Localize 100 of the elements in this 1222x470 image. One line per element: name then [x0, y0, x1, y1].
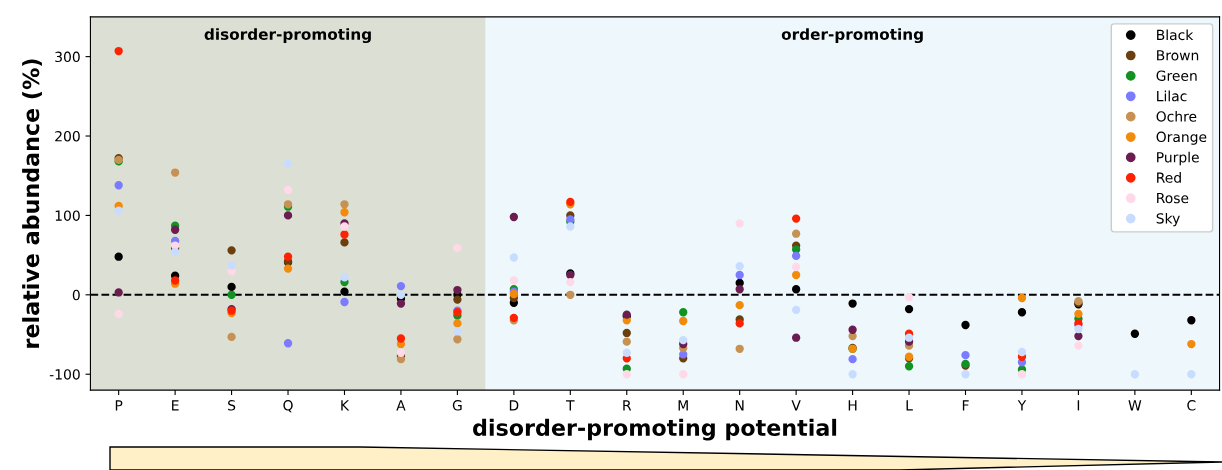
point: [735, 219, 744, 228]
point: [283, 159, 293, 168]
point: [283, 339, 293, 348]
point: [453, 285, 462, 295]
x-tick-label: V: [791, 400, 801, 411]
x-tick-label: I: [1077, 400, 1080, 411]
point: [904, 304, 914, 314]
point: [340, 208, 349, 217]
point: [791, 270, 801, 280]
legend-label: Black: [1157, 29, 1194, 41]
point: [848, 354, 857, 364]
point: [791, 305, 801, 315]
point: [848, 299, 857, 308]
point: [566, 290, 575, 299]
point: [114, 181, 123, 190]
point: [509, 212, 519, 222]
point: [622, 328, 631, 338]
x-tick-label: Q: [283, 400, 293, 413]
point: [848, 325, 857, 334]
legend-label: Green: [1156, 70, 1197, 81]
point: [961, 351, 970, 360]
point: [679, 370, 688, 379]
x-tick-label: F: [962, 400, 969, 411]
x-tick-label: C: [1187, 400, 1196, 411]
point: [1017, 293, 1027, 303]
y-tick-label: 0: [72, 289, 80, 301]
point: [396, 348, 406, 357]
x-tick-label: L: [906, 400, 913, 411]
band-label: order-promoting: [781, 28, 923, 44]
point: [1187, 339, 1196, 349]
point: [735, 319, 744, 328]
point: [396, 290, 406, 299]
point: [566, 222, 575, 231]
point: [283, 211, 293, 220]
point: [961, 320, 970, 330]
point: [396, 299, 406, 308]
point: [1074, 341, 1083, 350]
point: [1187, 316, 1196, 325]
point: [904, 362, 914, 371]
point: [735, 344, 744, 353]
point: [961, 370, 970, 379]
point: [453, 319, 462, 328]
x-tick-label: S: [228, 400, 236, 411]
point: [283, 185, 293, 195]
point: [679, 316, 688, 326]
x-tick-label: W: [1128, 400, 1142, 411]
point: [1074, 309, 1083, 319]
point: [227, 261, 236, 270]
legend-label: Purple: [1157, 151, 1199, 166]
x-tick-label: N: [735, 400, 744, 411]
point: [170, 168, 180, 177]
point: [170, 225, 180, 234]
x-tick-label: K: [341, 400, 350, 411]
point: [848, 370, 857, 379]
point: [396, 281, 406, 291]
band-label: disorder-promoting: [204, 28, 371, 44]
legend-label: Orange: [1156, 131, 1207, 145]
point: [1130, 370, 1140, 379]
x-tick-label: P: [115, 400, 123, 411]
point: [283, 252, 293, 261]
point: [340, 230, 349, 239]
legend-label: Red: [1157, 172, 1181, 183]
point: [283, 264, 293, 273]
point: [735, 270, 744, 280]
point: [340, 238, 349, 247]
point: [622, 370, 631, 379]
point: [114, 288, 123, 297]
point: [791, 229, 801, 238]
legend-label: Sky: [1156, 212, 1180, 227]
point: [791, 285, 801, 294]
point: [566, 277, 575, 287]
point: [114, 309, 123, 319]
point: [679, 308, 688, 317]
legend-label: Ochre: [1156, 110, 1197, 122]
point: [904, 293, 914, 302]
point: [340, 287, 349, 296]
legend-label: Rose: [1157, 192, 1189, 204]
point: [227, 332, 236, 342]
point: [453, 243, 462, 253]
point: [509, 253, 519, 262]
point: [1017, 370, 1027, 379]
x-tick-label: R: [623, 400, 632, 411]
point: [622, 348, 631, 357]
point: [509, 276, 519, 285]
y-tick-label: 100: [55, 210, 80, 221]
point: [114, 46, 123, 56]
point: [227, 290, 236, 299]
point: [791, 214, 801, 223]
legend-label: Brown: [1157, 50, 1199, 61]
point: [622, 337, 631, 346]
y-tick-label: -100: [49, 369, 80, 380]
point: [791, 333, 801, 342]
x-axis-title: disorder-promoting potential: [473, 418, 837, 441]
y-axis-title: relative abundance (%): [22, 59, 42, 348]
y-tick-label: 300: [55, 51, 80, 63]
point: [1017, 347, 1027, 357]
point: [114, 206, 123, 215]
point: [1187, 370, 1196, 379]
point: [735, 262, 744, 271]
point: [340, 273, 349, 282]
